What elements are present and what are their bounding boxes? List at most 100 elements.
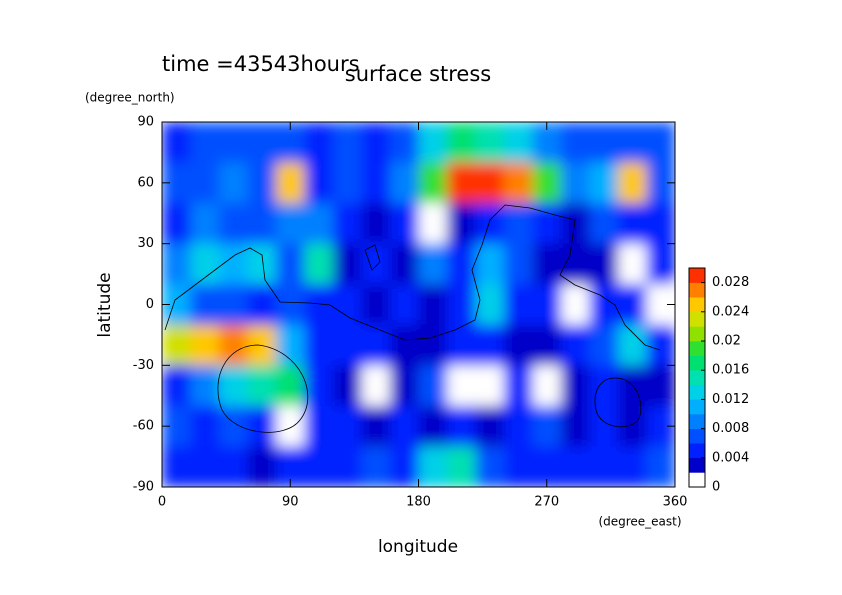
y-axis-label: latitude <box>95 272 115 337</box>
colorbar-swatch <box>689 443 705 459</box>
field-cell <box>504 284 533 326</box>
field-cell <box>333 162 362 204</box>
colorbar-swatch <box>689 326 705 342</box>
field-cell <box>247 122 277 164</box>
field-cell <box>333 365 362 407</box>
colorbar-swatch <box>689 282 705 298</box>
field-cell <box>304 162 334 204</box>
field-cell <box>447 446 476 487</box>
field-cell <box>361 122 391 164</box>
field-cell <box>162 365 191 407</box>
colorbar-swatch <box>689 297 705 313</box>
field-cell <box>418 243 448 285</box>
field-cell <box>589 284 619 326</box>
field-cell <box>361 284 391 326</box>
field-cell <box>561 324 590 366</box>
field-cell <box>304 446 334 487</box>
field-cell <box>219 243 248 285</box>
coastline <box>164 204 661 351</box>
colorbar-tick-label: 0.004 <box>712 450 749 465</box>
field-cell <box>276 324 305 366</box>
field-cell <box>447 243 476 285</box>
colorbar-swatch <box>689 457 705 473</box>
field-cell <box>333 203 362 245</box>
field-cell <box>418 405 448 447</box>
colorbar-tick-label: 0.024 <box>712 304 749 319</box>
field-cell <box>333 405 362 447</box>
field-cell <box>390 324 419 366</box>
colorbar-tick-label: 0.016 <box>712 363 749 378</box>
field-cell <box>390 162 419 204</box>
coastline <box>364 244 381 271</box>
coastline <box>217 344 309 433</box>
field-cell <box>418 365 448 407</box>
field-cell <box>276 203 305 245</box>
field-cell <box>304 324 334 366</box>
field-cell <box>447 122 476 164</box>
field-cell <box>190 162 220 204</box>
y-tick-label: -30 <box>133 358 154 373</box>
field-cell <box>162 324 191 366</box>
field-cell <box>504 324 533 366</box>
field-cell <box>219 203 248 245</box>
field-cell <box>390 446 419 487</box>
field-cell <box>247 446 277 487</box>
field-cell <box>333 243 362 285</box>
field-cell <box>561 405 590 447</box>
colorbar-swatch <box>689 370 705 386</box>
field-cell <box>447 365 476 407</box>
field-cell <box>646 243 675 285</box>
colorbar-tick-label: 0.008 <box>712 421 749 436</box>
field-cell <box>589 446 619 487</box>
field-cell <box>247 162 277 204</box>
field-cell <box>618 446 647 487</box>
chart-title: surface stress <box>345 62 491 86</box>
field-cell <box>447 405 476 447</box>
subtitle: time =43543hours <box>162 52 360 76</box>
coastlines <box>164 204 661 433</box>
field-cell <box>447 324 476 366</box>
field-cell <box>646 324 675 366</box>
field-cell <box>475 122 505 164</box>
field-cell <box>276 405 305 447</box>
colorbar-swatch <box>689 311 705 327</box>
field-cell <box>361 365 391 407</box>
field-cell <box>618 405 647 447</box>
field-cell <box>190 122 220 164</box>
field-cell <box>532 162 562 204</box>
field-cell <box>475 284 505 326</box>
field-cell <box>475 446 505 487</box>
x-unit: (degree_east) <box>598 515 681 529</box>
field-cell <box>475 162 505 204</box>
field-cell <box>247 284 277 326</box>
x-tick-label: 90 <box>282 495 299 510</box>
field-cell <box>475 324 505 366</box>
colorbar-tick-label: 0.02 <box>712 334 741 349</box>
field-cell <box>304 122 334 164</box>
field-cell <box>504 122 533 164</box>
field-cell <box>504 203 533 245</box>
field-cell <box>304 405 334 447</box>
field-cell <box>504 405 533 447</box>
x-tick-label: 180 <box>406 495 431 510</box>
field-cell <box>447 162 476 204</box>
field-cell <box>361 405 391 447</box>
field-cell <box>276 365 305 407</box>
y-tick-label: 60 <box>137 175 154 190</box>
field-cell <box>618 243 647 285</box>
field-cell <box>361 162 391 204</box>
field-cell <box>447 203 476 245</box>
field-cell <box>219 365 248 407</box>
field-cell <box>646 446 675 487</box>
colorbar-frame <box>688 267 706 488</box>
field-cell <box>646 203 675 245</box>
field-cell <box>219 162 248 204</box>
x-tick-label: 360 <box>663 495 688 510</box>
field-cell <box>475 203 505 245</box>
field-cell <box>162 446 191 487</box>
field-cell <box>589 162 619 204</box>
field-cell <box>247 243 277 285</box>
field-cell <box>276 162 305 204</box>
colorbar: 0 0.004 0.008 0.012 0.016 0.02 0.024 0.028 <box>688 267 749 495</box>
